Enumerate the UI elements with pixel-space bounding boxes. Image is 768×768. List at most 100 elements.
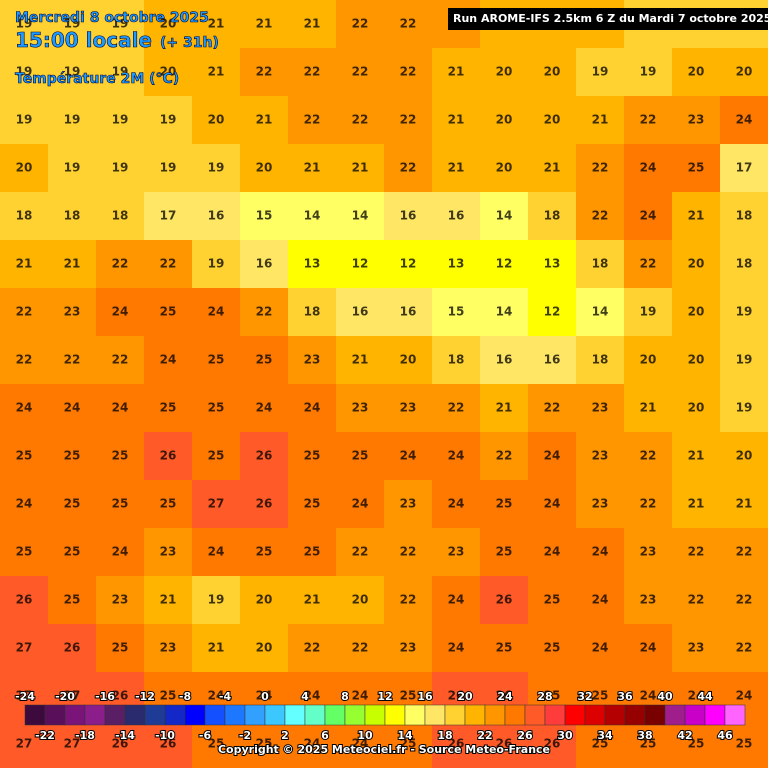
temperature-cell (528, 288, 577, 337)
temperature-value: 23 (400, 401, 417, 415)
temperature-cell (672, 144, 721, 193)
temperature-value: 14 (352, 209, 369, 223)
legend-swatch (84, 704, 106, 726)
temperature-value: 15 (448, 305, 465, 319)
temperature-cell (528, 624, 577, 673)
temperature-cell (96, 384, 145, 433)
temperature-cell (0, 288, 49, 337)
temperature-value: 18 (16, 209, 33, 223)
temperature-cell (240, 336, 289, 385)
temperature-value: 19 (736, 353, 753, 367)
temperature-cell (624, 576, 673, 625)
temperature-value: 21 (688, 449, 705, 463)
legend-swatch (644, 704, 666, 726)
temperature-cell (288, 240, 337, 289)
temperature-cell (480, 480, 529, 529)
temperature-cell (624, 432, 673, 481)
temperature-value: 24 (544, 545, 561, 559)
temperature-value: 22 (64, 353, 81, 367)
legend-tick-label: 4 (301, 690, 309, 703)
temperature-cell (624, 288, 673, 337)
temperature-value: 19 (208, 257, 225, 271)
temperature-value: 19 (640, 305, 657, 319)
temperature-cell (0, 48, 49, 97)
temperature-value: 23 (592, 497, 609, 511)
temperature-value: 25 (640, 737, 657, 751)
temperature-value: 19 (736, 401, 753, 415)
temperature-value: 12 (496, 257, 513, 271)
temperature-value: 22 (592, 209, 609, 223)
color-legend: -24 -20 -16 -12 -8 -4 0 4 8 12 16 20 24 28 32 36 40 44-22… (14, 689, 746, 743)
temperature-value: 27 (16, 737, 33, 751)
temperature-value: 25 (112, 641, 129, 655)
temperature-value: 22 (256, 65, 273, 79)
temperature-cell (336, 528, 385, 577)
temperature-value: 12 (400, 257, 417, 271)
temperature-cell (432, 720, 481, 768)
temperature-cell (96, 480, 145, 529)
temperature-value: 22 (736, 593, 753, 607)
temperature-cell (624, 528, 673, 577)
temperature-cell (480, 528, 529, 577)
temperature-value: 21 (592, 113, 609, 127)
temperature-cell (720, 48, 768, 97)
temperature-cell (48, 0, 97, 49)
temperature-cell (96, 0, 145, 49)
temperature-value: 21 (64, 257, 81, 271)
temperature-cell (144, 624, 193, 673)
temperature-cell (576, 192, 625, 241)
temperature-value: 19 (112, 161, 129, 175)
temperature-cell (336, 288, 385, 337)
temperature-value: 17 (736, 161, 753, 175)
temperature-value: 22 (16, 305, 33, 319)
temperature-value: 24 (448, 641, 465, 655)
temperature-value: 23 (640, 593, 657, 607)
temperature-cell (432, 48, 481, 97)
temperature-value: 24 (352, 737, 369, 751)
temperature-cell (96, 576, 145, 625)
temperature-value: 19 (208, 161, 225, 175)
temperature-cell (528, 240, 577, 289)
temperature-cell (192, 336, 241, 385)
temperature-value: 23 (592, 449, 609, 463)
temperature-cell (480, 720, 529, 768)
temperature-value: 24 (64, 401, 81, 415)
temperature-value: 17 (160, 209, 177, 223)
legend-tick-label: 0 (261, 690, 269, 703)
legend-tick-label: -16 (95, 690, 115, 703)
temperature-cell (0, 96, 49, 145)
temperature-cell (288, 528, 337, 577)
temperature-value: 25 (16, 545, 33, 559)
legend-swatch (104, 704, 126, 726)
temperature-value: 26 (112, 737, 129, 751)
temperature-cell (288, 624, 337, 673)
legend-swatch (204, 704, 226, 726)
temperature-cell (480, 144, 529, 193)
legend-tick-label: -24 (15, 690, 35, 703)
temperature-cell (0, 192, 49, 241)
temperature-value: 14 (496, 305, 513, 319)
temperature-value: 25 (256, 545, 273, 559)
temperature-cell (672, 528, 721, 577)
legend-swatch (584, 704, 606, 726)
temperature-cell (96, 192, 145, 241)
temperature-cell (336, 192, 385, 241)
temperature-value: 25 (352, 449, 369, 463)
temperature-cell (240, 624, 289, 673)
legend-tick-label: -18 (75, 729, 95, 742)
temperature-cell (192, 384, 241, 433)
temperature-value: 22 (400, 545, 417, 559)
temperature-cell (720, 528, 768, 577)
temperature-value: 19 (16, 17, 33, 31)
temperature-value: 25 (16, 449, 33, 463)
temperature-cell (576, 480, 625, 529)
temperature-cell (240, 480, 289, 529)
temperature-cell (192, 240, 241, 289)
temperature-value: 18 (736, 209, 753, 223)
temperature-value: 24 (640, 641, 657, 655)
temperature-value: 25 (544, 593, 561, 607)
temperature-value: 23 (304, 353, 321, 367)
temperature-value: 21 (304, 161, 321, 175)
temperature-value: 25 (64, 545, 81, 559)
temperature-value: 26 (16, 593, 33, 607)
